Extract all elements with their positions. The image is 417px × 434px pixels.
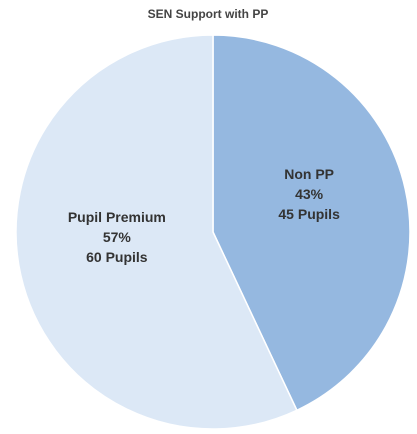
slice-count-label: 60 Pupils [86,249,148,265]
pie-slice [212,34,411,412]
slice-percent-label: 57% [103,229,132,245]
slice-label: Pupil Premium [68,209,166,225]
slice-label: Non PP [284,166,334,182]
pie-slice [15,34,298,430]
slice-count-label: 45 Pupils [278,206,340,222]
slice-percent-label: 43% [295,186,324,202]
chart-title: SEN Support with PP [148,7,269,21]
